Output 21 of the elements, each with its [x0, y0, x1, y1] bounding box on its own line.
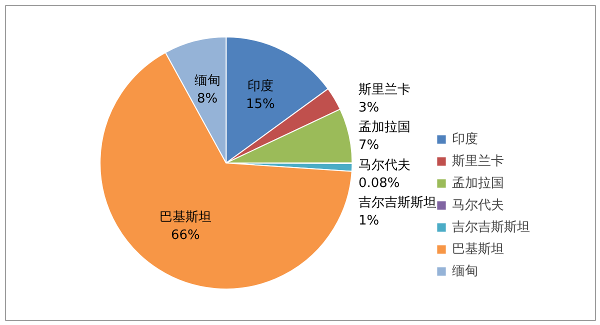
data-label: 0.08% — [358, 176, 400, 191]
slice-label: 马尔代夫 — [358, 158, 410, 173]
slice-label: 斯里兰卡 — [358, 82, 410, 98]
data-label: 8% — [197, 91, 218, 106]
slice-label: 印度 — [247, 78, 274, 94]
data-label: 3% — [358, 100, 380, 116]
slice-label: 孟加拉国 — [358, 120, 410, 136]
legend-label: 印度 — [452, 131, 478, 148]
slice-label: 缅甸 — [194, 73, 220, 88]
data-label: 1% — [358, 214, 380, 229]
data-label: 66% — [171, 228, 200, 244]
slice-label: 巴基斯坦 — [159, 210, 212, 226]
legend-label: 缅甸 — [452, 263, 478, 280]
data-label: 7% — [358, 138, 380, 154]
data-label: 15% — [246, 97, 275, 112]
legend-label: 孟加拉国 — [452, 175, 504, 192]
legend-label: 吉尔吉斯斯坦 — [452, 219, 530, 236]
legend-label: 斯里兰卡 — [452, 153, 504, 170]
legend-label: 马尔代夫 — [452, 197, 504, 214]
legend-label: 巴基斯坦 — [452, 241, 504, 258]
category-label: 吉尔吉斯斯坦 — [358, 196, 436, 211]
